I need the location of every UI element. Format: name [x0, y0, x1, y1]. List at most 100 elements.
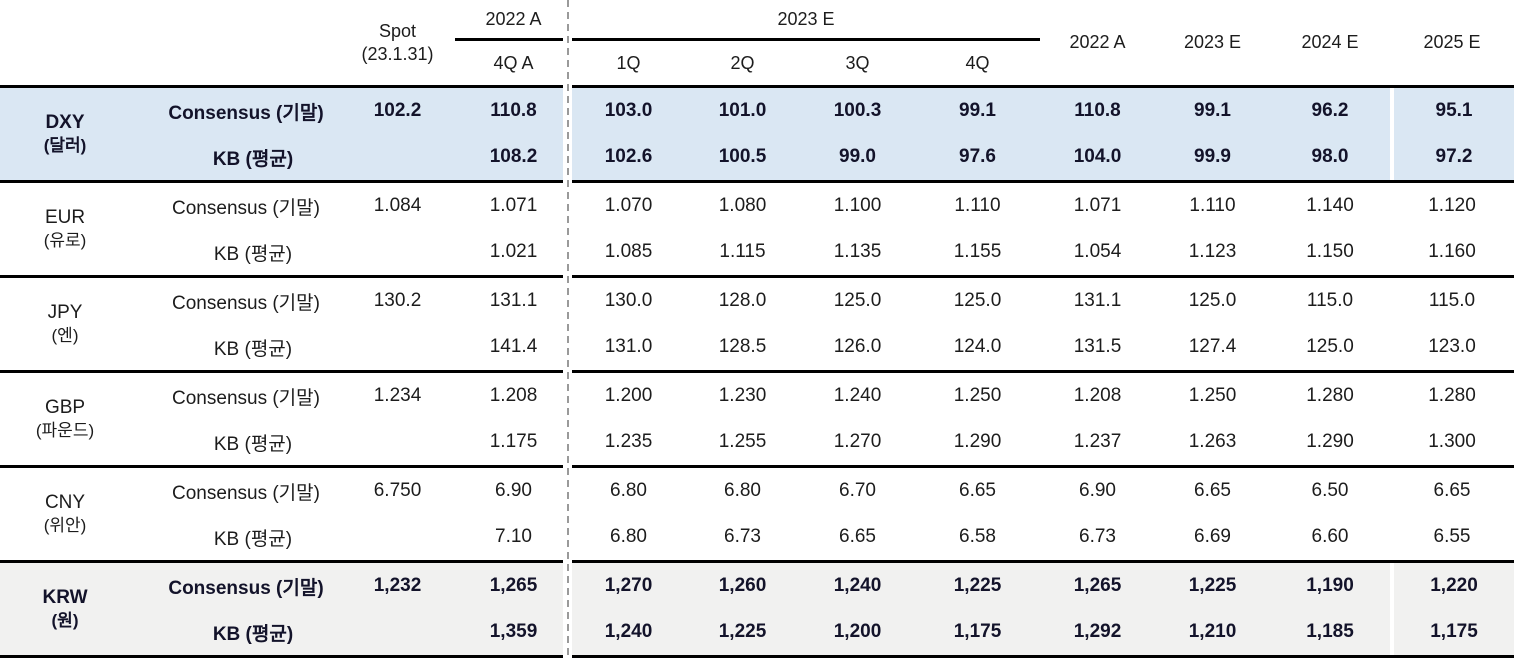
cell-value: 99.9	[1194, 146, 1231, 167]
currency-label: DXY (달러)	[0, 88, 130, 180]
consensus-row-label: Consensus (기말)	[172, 292, 320, 314]
cell-value: 1.140	[1306, 195, 1354, 216]
cell-value: 6.65	[959, 480, 996, 501]
kb-row-label: KB (평균)	[213, 243, 293, 265]
cell-value: 131.0	[604, 336, 653, 357]
cell-value: 101.0	[718, 100, 767, 121]
row-group-cny: CNY (위안) Consensus (기말) KB (평균) 6.750 6.…	[0, 468, 1514, 563]
cell-value: 102.6	[604, 146, 653, 167]
currency-label: JPY (엔)	[0, 278, 130, 370]
cell-value: 6.70	[839, 480, 876, 501]
cell-value: 125.0	[1306, 336, 1354, 357]
col-header-spot: Spot (23.1.31)	[340, 0, 455, 85]
currency-name-kr: (파운드)	[35, 421, 95, 441]
cell-value: 115.0	[1306, 290, 1354, 311]
row-group-eur: EUR (유로) Consensus (기말) KB (평균) 1.084 1.…	[0, 183, 1514, 278]
col-header-2023e-annual: 2023 E	[1183, 32, 1242, 52]
cell-value: 126.0	[833, 336, 882, 357]
consensus-row-label: Consensus (기말)	[168, 577, 324, 599]
cell-value: 6.69	[1194, 526, 1231, 547]
cell-value: 108.2	[489, 146, 538, 167]
cell-value: 1.071	[489, 195, 538, 216]
currency-name-kr: (위안)	[43, 516, 87, 536]
cell-value: 1.080	[718, 195, 767, 216]
cell-value: 6.58	[959, 526, 996, 547]
cell-value: 1.250	[953, 385, 1002, 406]
cell-value: 97.6	[959, 146, 996, 167]
cell-value: 1.135	[833, 241, 882, 262]
col-header-2q: 2Q	[730, 52, 755, 73]
cell-value: 1,210	[1188, 621, 1237, 642]
cell-value: 131.5	[1073, 336, 1122, 357]
cell-value: 1.230	[718, 385, 767, 406]
cell-value: 130.2	[373, 290, 422, 311]
cell-value: 104.0	[1073, 146, 1122, 167]
cell-value: 1.270	[833, 431, 882, 452]
cell-value: 1,185	[1306, 621, 1354, 642]
cell-value: 110.8	[1074, 100, 1121, 121]
cell-value: 6.55	[1433, 526, 1471, 547]
cell-value: 1.255	[718, 431, 767, 452]
cell-value: 97.2	[1390, 134, 1514, 180]
currency-name-kr: (엔)	[51, 326, 79, 346]
currency-code: DXY	[45, 111, 85, 133]
cell-value: 1.054	[1073, 241, 1122, 262]
cell-value: 1.150	[1306, 241, 1354, 262]
cell-value: 98.0	[1311, 146, 1349, 167]
cell-value: 125.0	[953, 290, 1002, 311]
kb-row-label: KB (평균)	[213, 528, 293, 550]
consensus-row-label: Consensus (기말)	[172, 482, 320, 504]
cell-value: 1.263	[1188, 431, 1237, 452]
table-header: Spot (23.1.31) 2022 A 2023 E 4Q A 1Q 2Q …	[0, 0, 1514, 88]
cell-value: 110.8	[490, 100, 537, 121]
cell-value: 1.234	[373, 385, 422, 406]
cell-value: 141.4	[489, 336, 538, 357]
cell-value: 6.65	[1194, 480, 1231, 501]
col-header-4qa: 4Q A	[493, 52, 534, 73]
cell-value: 1.120	[1428, 195, 1476, 216]
cell-value: 6.65	[839, 526, 876, 547]
col-group-2023e: 2023 E	[572, 0, 1040, 41]
cell-value: 6.65	[1433, 480, 1471, 501]
cell-value: 6.60	[1311, 526, 1349, 547]
cell-value: 1,225	[718, 621, 767, 642]
cell-value: 1.250	[1188, 385, 1237, 406]
cell-value: 125.0	[833, 290, 882, 311]
currency-code: GBP	[44, 396, 86, 418]
cell-value: 1,220	[1390, 563, 1514, 609]
currency-name-kr: (달러)	[43, 136, 87, 156]
spot-label: Spot	[378, 21, 417, 41]
cell-value: 128.5	[718, 336, 767, 357]
cell-value: 1.237	[1073, 431, 1122, 452]
currency-name-kr: (원)	[51, 611, 79, 631]
cell-value: 1.208	[1073, 385, 1122, 406]
consensus-row-label: Consensus (기말)	[172, 197, 320, 219]
cell-value: 125.0	[1188, 290, 1237, 311]
currency-label: CNY (위안)	[0, 468, 130, 560]
currency-name-kr: (유로)	[43, 231, 87, 251]
cell-value: 124.0	[953, 336, 1002, 357]
cell-value: 1,240	[833, 575, 882, 596]
cell-value: 1.070	[604, 195, 653, 216]
kb-row-label: KB (평균)	[213, 338, 293, 360]
cell-value: 1.085	[604, 241, 653, 262]
cell-value: 6.90	[1079, 480, 1116, 501]
currency-code: JPY	[47, 301, 83, 323]
cell-value: 1.071	[1073, 195, 1122, 216]
cell-value: 1,359	[489, 621, 538, 642]
row-group-krw: KRW (원) Consensus (기말) KB (평균) 1,232 1,2…	[0, 563, 1514, 658]
cell-value: 6.80	[610, 480, 647, 501]
cell-value: 1,225	[1188, 575, 1237, 596]
cell-value: 1.208	[489, 385, 538, 406]
cell-value: 1.115	[719, 241, 766, 262]
cell-value: 1,265	[1073, 575, 1122, 596]
cell-value: 7.10	[495, 526, 532, 547]
cell-value: 1.160	[1428, 241, 1476, 262]
currency-label: GBP (파운드)	[0, 373, 130, 465]
cell-value: 6.50	[1311, 480, 1349, 501]
cell-value: 99.1	[959, 100, 996, 121]
cell-value: 1,175	[953, 621, 1002, 642]
cell-value: 1.084	[373, 195, 422, 216]
currency-code: EUR	[44, 206, 86, 228]
cell-value: 1.175	[489, 431, 538, 452]
